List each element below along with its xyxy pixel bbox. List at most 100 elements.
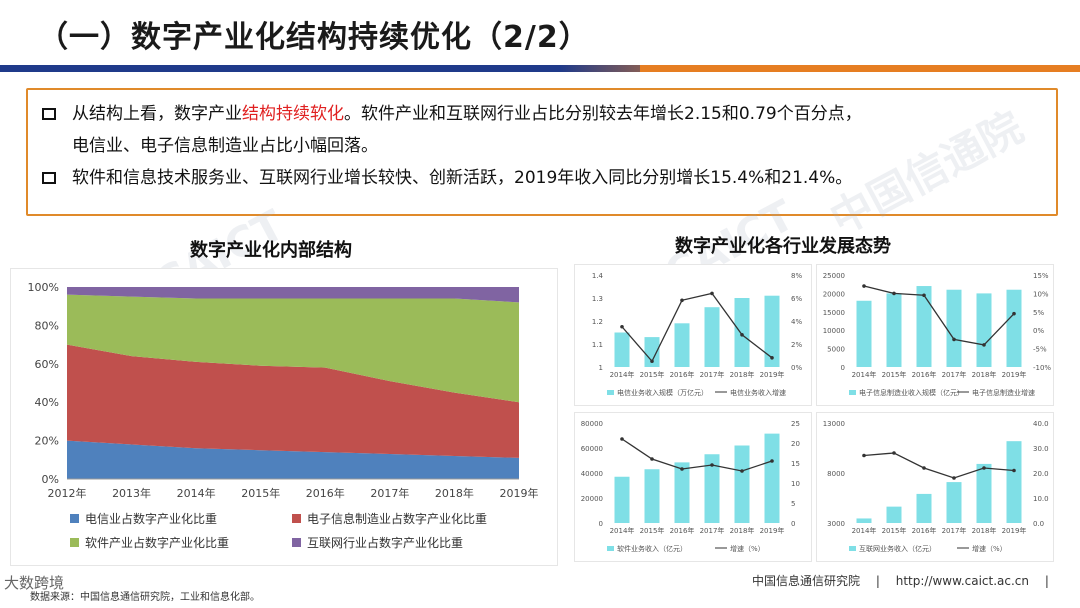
growth-line (621, 438, 773, 472)
data-source: 数据来源：中国信息通信研究院，工业和信息化部。 (30, 592, 260, 603)
y-right-tick: 40.0 (1033, 420, 1049, 428)
y-right-tick: 0 (791, 520, 795, 528)
bar-4 (734, 445, 750, 523)
line-point-5 (1012, 468, 1016, 473)
line-point-4 (740, 333, 744, 337)
y-tick-label: 100% (28, 281, 59, 294)
y-left-tick: 80000 (581, 420, 603, 428)
line-point-4 (740, 469, 744, 473)
bar-5 (764, 295, 780, 367)
y-left-tick: 10000 (823, 327, 845, 335)
x-tick-label: 2017年 (942, 370, 967, 379)
bullet-2-text: 软件和信息技术服务业、互联网行业增长较快、创新活跃，2019年收入同比分别增长1… (72, 168, 853, 188)
bullet-1-pre: 从结构上看，数字产业 (72, 104, 242, 124)
bar-1 (886, 506, 902, 523)
x-tick-label: 2014年 (610, 526, 635, 535)
line-point-1 (892, 291, 896, 296)
legend-swatch (292, 538, 301, 547)
bullet-1-continuation: 电信业、电子信息制造业占比小幅回落。 (42, 130, 1042, 162)
y-left-tick: 0 (599, 520, 603, 528)
header-bar-right (640, 65, 1080, 72)
y-tick-label: 0% (42, 473, 59, 486)
legend-label: 电子信息制造业占数字产业化比重 (307, 512, 488, 526)
y-right-tick: -10% (1033, 364, 1051, 372)
line-point-2 (922, 293, 926, 298)
line-point-3 (710, 291, 714, 296)
area-series-1 (67, 344, 519, 458)
y-left-tick: 15000 (823, 309, 845, 317)
corner-watermark-logo: 大数跨境 (4, 574, 65, 592)
y-right-tick: 8% (791, 272, 802, 280)
summary-box: 从结构上看，数字产业结构持续软化。软件产业和互联网行业占比分别较去年增长2.15… (26, 88, 1058, 216)
legend-bar-swatch (607, 546, 614, 551)
y-tick-label: 60% (35, 358, 59, 371)
x-tick-label: 2012年 (48, 486, 87, 500)
legend-bar-swatch (849, 546, 856, 551)
line-point-5 (770, 459, 774, 463)
y-right-tick: -5% (1033, 346, 1047, 354)
legend-bar-swatch (849, 390, 856, 395)
y-left-tick: 20000 (581, 495, 603, 503)
y-right-tick: 25 (791, 420, 800, 428)
bar-3 (946, 289, 962, 367)
x-tick-label: 2015年 (640, 370, 665, 379)
legend-bar-label: 软件业务收入（亿元） (617, 544, 687, 553)
y-left-tick: 8000 (827, 470, 845, 478)
square-bullet-icon (42, 172, 56, 184)
x-tick-label: 2017年 (942, 526, 967, 535)
line-point-0 (862, 284, 866, 288)
line-point-2 (680, 467, 684, 471)
y-left-tick: 60000 (581, 445, 603, 453)
legend-swatch (292, 514, 301, 523)
structure-area-chart: 0% 20% 40% 60% 80% 100% 2012年 2013年 2014年 2015年 20… (28, 281, 539, 500)
x-tick-label: 2017年 (370, 486, 409, 500)
x-tick-label: 2017年 (700, 370, 725, 379)
growth-line (863, 285, 1015, 346)
y-left-tick: 0 (841, 364, 845, 372)
page-title: （一）数字产业化结构持续优化（2/2） (38, 20, 590, 55)
line-point-5 (1012, 311, 1016, 316)
bar-3 (704, 454, 720, 523)
footer-org: 中国信息通信研究院 (752, 574, 861, 588)
bar-0 (856, 518, 872, 523)
y-tick-label: 20% (35, 435, 59, 448)
software-bar-line-chart: 0 20000 40000 60000 80000 0 5 10 15 20 25 2014年 2015… (581, 420, 800, 553)
growth-line (621, 292, 773, 363)
software-chart-panel: 0 20000 40000 60000 80000 0 5 10 15 20 25 2014年 2015… (574, 412, 812, 562)
y-right-tick: 6% (791, 295, 802, 303)
y-right-tick: 10.0 (1033, 495, 1049, 503)
left-chart-title: 数字产业化内部结构 (190, 240, 352, 261)
y-right-tick: 0% (791, 364, 802, 372)
bar-1 (644, 469, 660, 523)
legend-swatch (70, 514, 79, 523)
y-left-tick: 1.1 (592, 341, 603, 349)
internet-bar-line-chart: 3000 8000 13000 0.0 10.0 20.0 30.0 40.0 2014年 201… (823, 420, 1049, 553)
x-tick-label: 2014年 (177, 486, 216, 500)
legend-item-software: 软件产业占数字产业化比重 (70, 534, 229, 551)
legend-label: 互联网行业占数字产业化比重 (307, 536, 464, 550)
y-right-tick: 2% (791, 341, 802, 349)
legend-bar-swatch (607, 390, 614, 395)
legend-line-label: 增速（%） (972, 544, 1007, 553)
x-tick-label: 2015年 (640, 526, 665, 535)
legend-line-label: 电信业务收入增速 (730, 388, 786, 397)
line-point-1 (650, 457, 654, 461)
y-tick-label: 40% (35, 396, 59, 409)
electronics-chart-panel: 0 5000 10000 15000 20000 25000 -10% -5% 0% 5% 10% 1… (816, 264, 1054, 406)
footer-url[interactable]: http://www.caict.ac.cn (895, 574, 1030, 588)
bullet-1-text: 从结构上看，数字产业结构持续软化。软件产业和互联网行业占比分别较去年增长2.15… (72, 98, 862, 130)
x-tick-label: 2016年 (912, 370, 937, 379)
line-point-0 (862, 453, 866, 458)
bar-1 (886, 293, 902, 367)
y-right-tick: 5% (1033, 309, 1044, 317)
structure-chart-panel: 0% 20% 40% 60% 80% 100% 2012年 2013年 2014年 2015年 20… (10, 268, 558, 566)
y-left-tick: 5000 (827, 346, 845, 354)
area-series-0 (67, 440, 519, 479)
bar-4 (734, 298, 750, 367)
y-right-tick: 5 (791, 500, 795, 508)
x-tick-label: 2019年 (500, 486, 539, 500)
bar-2 (674, 323, 690, 367)
y-right-tick: 20 (791, 440, 800, 448)
x-tick-label: 2019年 (760, 370, 785, 379)
y-right-tick: 20.0 (1033, 470, 1049, 478)
